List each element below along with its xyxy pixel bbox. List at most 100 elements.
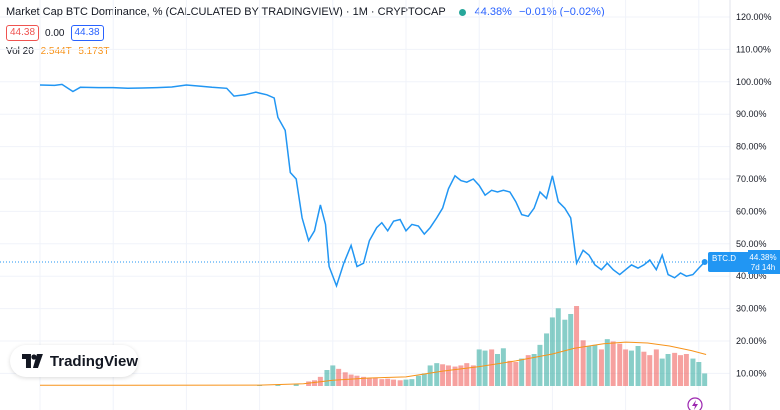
tradingview-logo-icon — [22, 354, 43, 368]
volume-value: 2.544T — [40, 46, 72, 57]
volume-bar — [531, 354, 537, 386]
volume-bar — [336, 368, 342, 386]
volume-bar — [409, 379, 415, 386]
volume-bar — [495, 354, 500, 386]
price-tag-symbol: BTC.D — [712, 254, 736, 263]
volume-bar — [513, 362, 519, 386]
price-axis-label: 100.00% — [736, 77, 772, 87]
volume-bar — [312, 380, 317, 386]
volume-bar — [592, 344, 598, 386]
volume-bar — [324, 370, 330, 386]
price-axis-label: 80.00% — [736, 142, 767, 152]
volume-bar — [293, 383, 299, 386]
volume-bar — [306, 381, 312, 386]
last-price-dot — [701, 259, 708, 266]
price-tag-value: 44.38% — [749, 253, 776, 262]
volume-bar — [544, 333, 550, 386]
price-axis-label: 40.00% — [736, 271, 767, 281]
volume-bar — [647, 355, 653, 386]
volume-bar — [434, 363, 440, 386]
volume-bar — [683, 354, 689, 386]
volume-bar — [366, 378, 372, 386]
volume-bar — [464, 363, 470, 386]
price-axis-label: 90.00% — [736, 109, 767, 119]
volume-bar — [440, 364, 446, 386]
volume-bar — [391, 379, 397, 386]
volume-bar — [507, 360, 513, 386]
volume-bar — [580, 340, 586, 386]
volume-bar — [397, 380, 403, 386]
volume-bar — [372, 377, 378, 386]
volume-bar — [641, 351, 647, 386]
volume-bar — [348, 374, 354, 386]
volume-bar — [702, 373, 708, 386]
volume-ma-value: 5.173T — [78, 46, 110, 57]
price-axis-label: 10.00% — [736, 368, 767, 378]
volume-bar — [275, 384, 281, 386]
volume-bar — [678, 355, 683, 386]
volume-bar — [421, 373, 427, 386]
volume-bar — [470, 365, 476, 386]
volume-bar — [403, 379, 409, 386]
volume-bar — [696, 362, 702, 386]
price-axis: 120.00% 110.00% 100.00% 90.00% 80.00% 70.00% 6… — [736, 12, 772, 378]
volume-ma-line — [39, 341, 707, 386]
volume-bar — [379, 379, 385, 386]
volume-bar — [598, 349, 604, 386]
volume-bar — [452, 366, 458, 386]
btc-dominance-line — [39, 83, 706, 289]
volume-bar — [690, 358, 696, 386]
volume-legend: Vol 20 2.544T 5.173T — [6, 46, 109, 57]
volume-label[interactable]: Vol 20 — [6, 46, 34, 57]
volume-bar — [617, 343, 623, 386]
volume-bar — [635, 346, 641, 386]
price-axis-label: 30.00% — [736, 304, 767, 314]
volume-bar — [562, 319, 568, 386]
price-tag-countdown: 7d 14h — [751, 263, 775, 272]
price-axis-label: 110.00% — [736, 44, 771, 54]
volume-bar — [537, 344, 543, 386]
volume-bar — [568, 314, 574, 386]
volume-bar — [489, 349, 495, 386]
price-axis-label: 20.00% — [736, 336, 767, 346]
market-status-icon[interactable] — [458, 8, 466, 16]
last-value: 44.38% — [474, 6, 512, 18]
volume-bar — [482, 350, 488, 386]
volume-bar — [330, 365, 336, 386]
volume-bar — [672, 352, 678, 386]
volume-bar — [427, 365, 433, 386]
volume-bar — [610, 341, 616, 386]
chart-legend-header: Market Cap BTC Dominance, % (CALCULATED … — [6, 6, 605, 18]
volume-bar — [586, 346, 592, 386]
price-axis-label: 50.00% — [736, 239, 767, 249]
ohlc-row: 44.38 0.00 44.38 — [6, 25, 104, 41]
volume-bar — [500, 348, 506, 386]
tradingview-logo-text: TradingView — [49, 352, 138, 370]
volume-bar — [476, 349, 482, 386]
price-axis-label: 60.00% — [736, 206, 767, 216]
sell-box[interactable]: 44.38 — [6, 25, 40, 41]
price-tag[interactable]: BTC.D 44.38% 7d 14h — [708, 250, 780, 274]
tradingview-logo[interactable]: TradingView — [10, 345, 138, 377]
volume-bar — [361, 376, 367, 386]
buy-box[interactable]: 44.38 — [70, 25, 104, 41]
volume-bar — [525, 355, 531, 386]
volume-bar — [555, 308, 561, 386]
volume-bars — [257, 306, 708, 386]
volume-bar — [415, 375, 421, 386]
volume-bar — [659, 358, 665, 386]
price-axis-label: 70.00% — [736, 174, 767, 184]
volume-bar — [257, 385, 263, 386]
volume-bar — [653, 349, 659, 386]
alert-icon[interactable] — [687, 397, 703, 410]
volume-bar — [445, 365, 451, 386]
volume-bar — [628, 350, 634, 386]
volume-bar — [458, 365, 464, 386]
volume-bar — [385, 378, 391, 386]
symbol-title[interactable]: Market Cap BTC Dominance, % (CALCULATED … — [6, 6, 446, 18]
price-tag-box — [708, 252, 750, 272]
volume-bar — [574, 306, 580, 386]
spread-value: 0.00 — [45, 27, 65, 39]
change-value: −0.01% (−0.02%) — [519, 6, 605, 18]
